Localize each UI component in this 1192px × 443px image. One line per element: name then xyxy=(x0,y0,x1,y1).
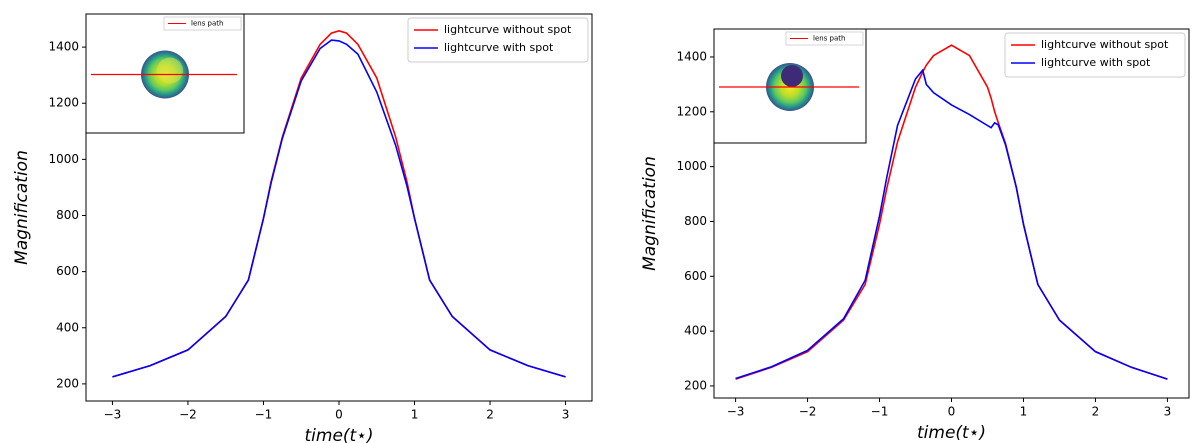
x-tick-label: 1 xyxy=(411,408,419,422)
y-tick-label: 800 xyxy=(684,214,707,228)
inset-legend-box xyxy=(785,31,864,46)
y-tick-label: 400 xyxy=(684,324,707,338)
y-tick-label: 1400 xyxy=(676,49,707,63)
x-axis-label: time(t⋆) xyxy=(917,423,986,443)
inset-legend-label: lens path xyxy=(813,35,845,43)
legend-box xyxy=(1004,32,1186,78)
legend-label: lightcurve with spot xyxy=(444,41,554,54)
y-tick-label: 1200 xyxy=(676,104,707,118)
y-tick-label: 600 xyxy=(684,269,707,283)
legend-label: lightcurve with spot xyxy=(1041,56,1151,69)
y-tick-label: 1000 xyxy=(676,159,707,173)
y-axis-label: Magnification xyxy=(12,150,32,265)
y-tick-label: 600 xyxy=(56,264,79,278)
y-tick-label: 200 xyxy=(56,376,79,390)
x-tick-label: −1 xyxy=(255,408,273,422)
x-axis-label: time(t⋆) xyxy=(305,426,374,443)
x-tick-label: −3 xyxy=(727,405,745,419)
series-line xyxy=(735,68,1168,380)
y-tick-label: 1400 xyxy=(48,40,79,54)
legend-label: lightcurve without spot xyxy=(1041,38,1169,51)
x-tick-label: 3 xyxy=(1164,405,1172,419)
x-tick-label: −3 xyxy=(104,408,122,422)
legend-label: lightcurve without spot xyxy=(444,23,572,36)
star-spot xyxy=(157,57,183,84)
y-tick-label: 800 xyxy=(56,208,79,222)
x-tick-label: −2 xyxy=(799,405,817,419)
x-tick-label: 0 xyxy=(335,408,343,422)
legend-box xyxy=(407,17,589,63)
y-axis-label: Magnification xyxy=(640,156,660,271)
x-tick-label: 2 xyxy=(1092,405,1100,419)
y-tick-label: 1000 xyxy=(48,152,79,166)
y-tick-label: 200 xyxy=(684,378,707,392)
x-tick-label: 2 xyxy=(486,408,494,422)
star-spot xyxy=(781,65,803,87)
inset-legend-label: lens path xyxy=(191,20,223,28)
x-tick-label: −2 xyxy=(179,408,197,422)
x-tick-label: 0 xyxy=(948,405,956,419)
x-tick-label: 3 xyxy=(562,408,570,422)
x-tick-label: 1 xyxy=(1020,405,1028,419)
inset-legend-box xyxy=(163,16,242,31)
y-tick-label: 400 xyxy=(56,320,79,334)
series-line xyxy=(112,39,566,378)
x-tick-label: −1 xyxy=(871,405,889,419)
y-tick-label: 1200 xyxy=(48,96,79,110)
